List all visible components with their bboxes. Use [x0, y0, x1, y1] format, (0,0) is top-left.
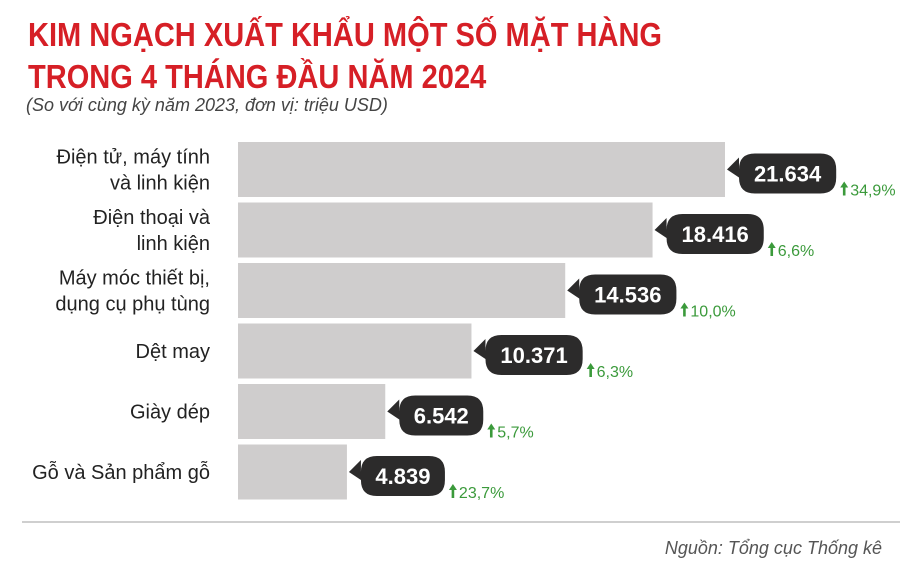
value-label-4: 6.542 [414, 404, 469, 429]
category-label-1-1: linh kiện [137, 233, 210, 255]
growth-up-arrow-icon-5 [448, 484, 457, 498]
value-badge-0 [727, 153, 837, 194]
growth-label-2: 10,0% [690, 304, 735, 321]
chart-subtitle: (So với cùng kỳ năm 2023, đơn vị: triệu … [26, 95, 388, 115]
bar-3 [238, 323, 472, 379]
category-label-0-1: và linh kiện [110, 173, 210, 195]
value-label-1: 18.416 [682, 222, 749, 247]
bar-5 [238, 444, 347, 500]
category-label-0-0: Điện tử, máy tính [57, 147, 210, 169]
bar-0 [238, 142, 725, 197]
growth-label-0: 34,9% [850, 183, 895, 200]
value-label-5: 4.839 [375, 464, 430, 489]
value-label-3: 10.371 [500, 343, 567, 368]
category-label-2-0: Máy móc thiết bị, [59, 268, 210, 290]
bar-4 [238, 384, 386, 439]
source-note: Nguồn: Tổng cục Thống kê [664, 538, 882, 558]
growth-up-arrow-icon-1 [767, 242, 776, 256]
chart-title-line-2: TRONG 4 THÁNG ĐẦU NĂM 2024 [28, 58, 487, 95]
growth-label-5: 23,7% [459, 485, 504, 502]
chart-title: KIM NGẠCH XUẤT KHẨU MỘT SỐ MẶT HÀNG TRON… [28, 14, 767, 98]
category-label-2-1: dụng cụ phụ tùng [55, 294, 210, 316]
growth-label-3: 6,3% [597, 364, 633, 381]
bar-chart: Điện tử, máy tính và linh kiện 21.634 34,9%… [32, 142, 896, 502]
value-badge-3 [473, 335, 583, 375]
growth-label-1: 6,6% [778, 243, 814, 260]
bar-2 [238, 263, 566, 318]
value-badge-4 [387, 395, 484, 436]
growth-label-4: 5,7% [497, 425, 533, 442]
chart-title-line-1: KIM NGẠCH XUẤT KHẨU MỘT SỐ MẶT HÀNG [28, 16, 663, 53]
value-label-0: 21.634 [754, 162, 822, 187]
category-label-5-0: Gỗ và Sản phẩm gỗ [32, 461, 210, 484]
value-badge-2 [567, 274, 677, 315]
category-label-1-0: Điện thoại và [93, 207, 211, 229]
bar-1 [238, 202, 653, 258]
footer-divider [22, 521, 900, 523]
category-label-4-0: Giày dép [130, 402, 210, 424]
value-badge-5 [348, 456, 445, 496]
growth-up-arrow-icon-0 [840, 181, 849, 196]
value-label-2: 14.536 [594, 283, 661, 308]
value-badge-1 [654, 214, 764, 254]
growth-up-arrow-icon-2 [680, 302, 689, 317]
growth-up-arrow-icon-3 [586, 363, 595, 377]
growth-up-arrow-icon-4 [487, 423, 496, 438]
category-label-3-0: Dệt may [136, 341, 210, 363]
